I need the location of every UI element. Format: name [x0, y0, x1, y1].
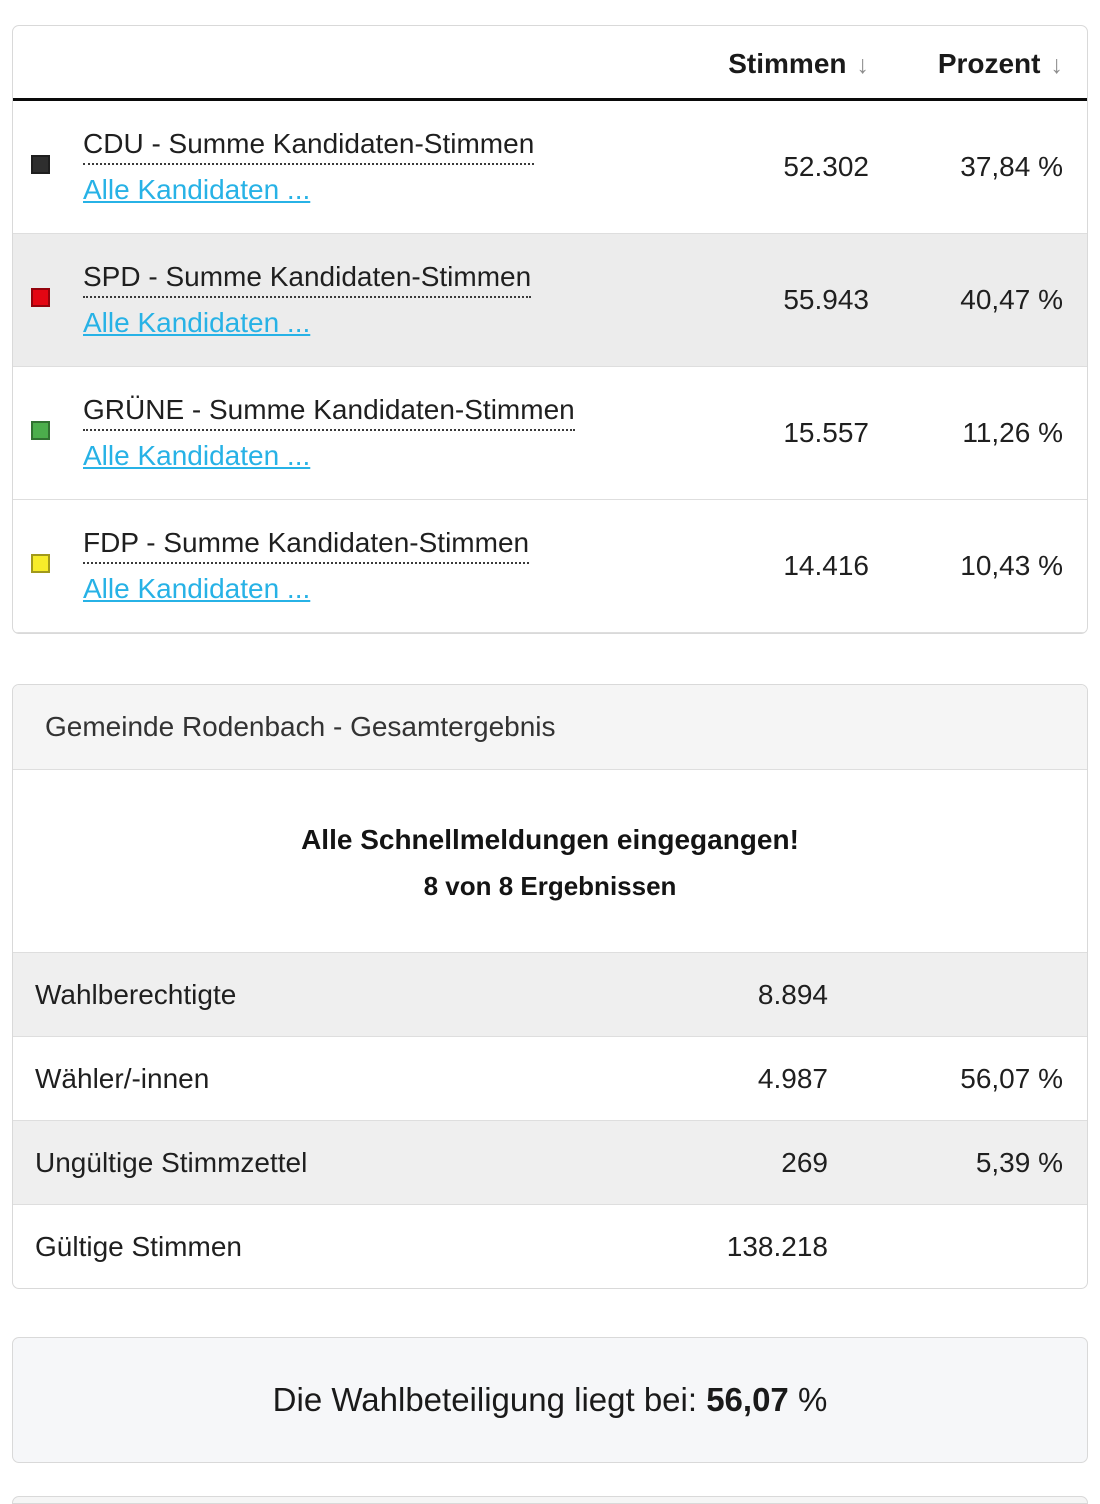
prozent-value: 37,84 %: [960, 151, 1063, 182]
column-header-prozent[interactable]: Prozent ↓: [869, 48, 1087, 80]
turnout-text: Die Wahlbeteiligung liegt bei: 56,07 %: [273, 1381, 828, 1419]
all-candidates-link[interactable]: Alle Kandidaten ...: [83, 573, 311, 604]
stat-row: Ungültige Stimmzettel 269 5,39 %: [13, 1120, 1087, 1204]
turnout-value: 56,07: [706, 1381, 789, 1418]
results-table: Stimmen ↓ Prozent ↓ CDU - Summe Kandidaten…: [12, 25, 1088, 634]
stat-value: 269: [781, 1146, 828, 1178]
stimmen-value: 52.302: [783, 151, 869, 182]
all-candidates-link[interactable]: Alle Kandidaten ...: [83, 440, 311, 471]
party-cell: CDU - Summe Kandidaten-Stimmen Alle Kand…: [83, 128, 624, 206]
column-header-stimmen-label: Stimmen: [728, 48, 847, 79]
turnout-banner: Die Wahlbeteiligung liegt bei: 56,07 %: [12, 1337, 1088, 1463]
turnout-suffix: %: [788, 1381, 828, 1418]
party-color-swatch-cell: [13, 421, 83, 445]
status-message-block: Alle Schnellmeldungen eingegangen! 8 von…: [13, 770, 1087, 952]
stat-percent: 5,39 %: [975, 1146, 1063, 1178]
all-candidates-link[interactable]: Alle Kandidaten ...: [83, 307, 311, 338]
results-table-header: Stimmen ↓ Prozent ↓: [13, 26, 1087, 101]
next-panel-top-edge: [12, 1496, 1088, 1504]
prozent-value: 10,43 %: [960, 550, 1063, 581]
column-header-stimmen[interactable]: Stimmen ↓: [624, 48, 869, 80]
stat-label: Ungültige Stimmzettel: [35, 1146, 308, 1178]
party-color-swatch-cell: [13, 554, 83, 578]
results-count: 8 von 8 Ergebnissen: [423, 871, 677, 901]
stat-value: 8.894: [757, 978, 828, 1010]
overall-result-panel: Gemeinde Rodenbach - Gesamtergebnis Alle…: [12, 684, 1088, 1289]
turnout-prefix: Die Wahlbeteiligung liegt bei:: [272, 1381, 707, 1418]
prozent-value: 40,47 %: [960, 284, 1063, 315]
party-result-row: GRÜNE - Summe Kandidaten-Stimmen Alle Ka…: [13, 367, 1087, 500]
stat-percent: 56,07 %: [960, 1062, 1063, 1094]
status-message: Alle Schnellmeldungen eingegangen!: [301, 824, 799, 855]
stat-label: Gültige Stimmen: [35, 1230, 242, 1262]
stat-row: Gültige Stimmen 138.218: [13, 1204, 1087, 1288]
prozent-value: 11,26 %: [962, 417, 1063, 448]
party-cell: SPD - Summe Kandidaten-Stimmen Alle Kand…: [83, 261, 624, 339]
party-color-swatch-cell: [13, 288, 83, 312]
party-name-link[interactable]: FDP - Summe Kandidaten-Stimmen: [83, 527, 530, 564]
stimmen-value: 15.557: [783, 417, 869, 448]
party-color-swatch-icon: [31, 155, 50, 174]
stat-label: Wahlberechtigte: [35, 978, 237, 1010]
all-candidates-link[interactable]: Alle Kandidaten ...: [83, 174, 311, 205]
party-cell: GRÜNE - Summe Kandidaten-Stimmen Alle Ka…: [83, 394, 624, 472]
party-result-row: FDP - Summe Kandidaten-Stimmen Alle Kand…: [13, 500, 1087, 633]
party-color-swatch-icon: [31, 554, 50, 573]
stat-row: Wahlberechtigte 8.894: [13, 952, 1087, 1036]
party-color-swatch-cell: [13, 155, 83, 179]
party-result-row: SPD - Summe Kandidaten-Stimmen Alle Kand…: [13, 234, 1087, 367]
party-name-link[interactable]: CDU - Summe Kandidaten-Stimmen: [83, 128, 535, 165]
stat-value: 4.987: [757, 1062, 828, 1094]
panel-title: Gemeinde Rodenbach - Gesamtergebnis: [13, 685, 1087, 770]
sort-descending-icon[interactable]: ↓: [856, 51, 870, 79]
party-name-link[interactable]: GRÜNE - Summe Kandidaten-Stimmen: [83, 394, 575, 431]
party-name-link[interactable]: SPD - Summe Kandidaten-Stimmen: [83, 261, 532, 298]
party-color-swatch-icon: [31, 288, 50, 307]
stimmen-value: 14.416: [783, 550, 869, 581]
stat-value: 138.218: [726, 1230, 828, 1262]
party-color-swatch-icon: [31, 421, 50, 440]
stimmen-value: 55.943: [783, 284, 869, 315]
sort-descending-icon[interactable]: ↓: [1050, 51, 1064, 79]
column-header-prozent-label: Prozent: [937, 48, 1041, 79]
stat-row: Wähler/-innen 4.987 56,07 %: [13, 1036, 1087, 1120]
party-result-row: CDU - Summe Kandidaten-Stimmen Alle Kand…: [13, 101, 1087, 234]
party-cell: FDP - Summe Kandidaten-Stimmen Alle Kand…: [83, 527, 624, 605]
stat-label: Wähler/-innen: [35, 1062, 210, 1094]
